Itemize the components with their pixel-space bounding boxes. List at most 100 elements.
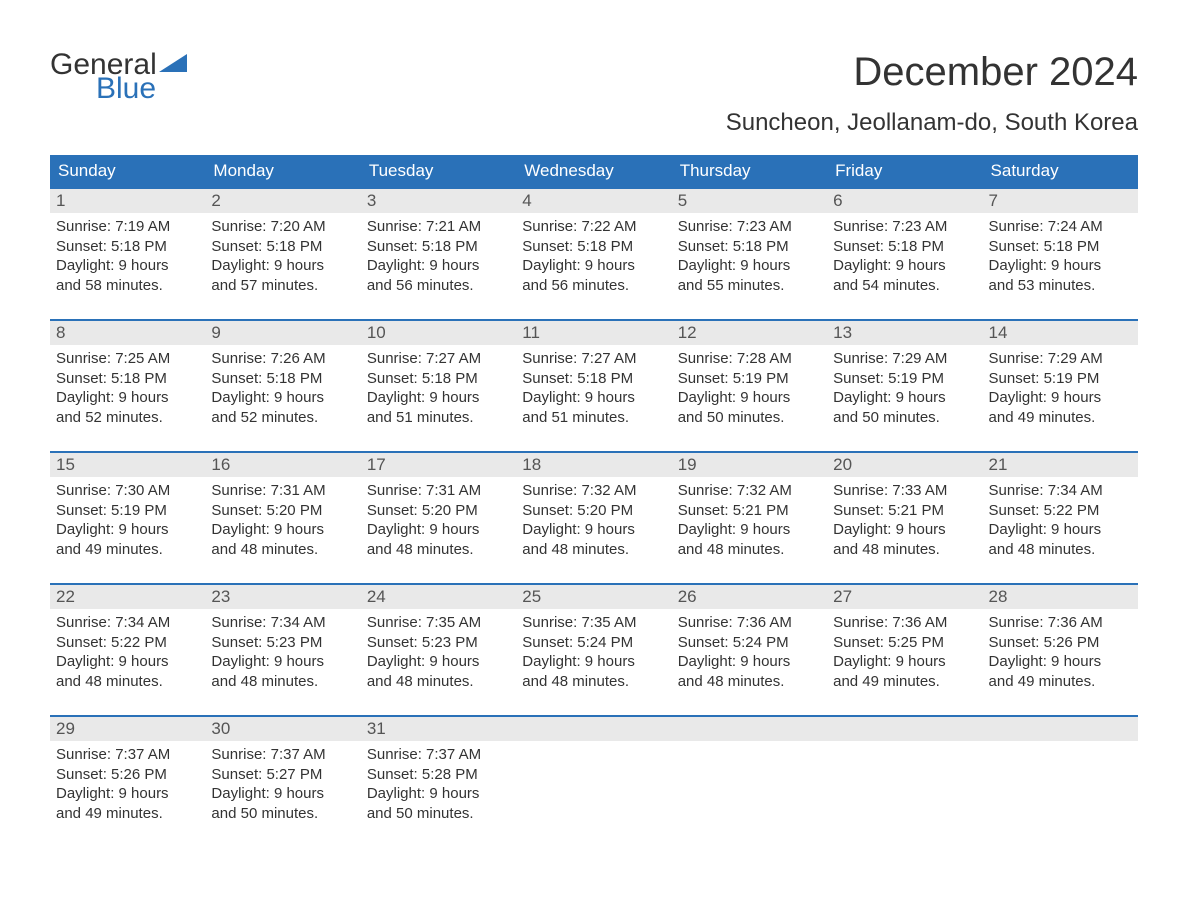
sunrise-text: Sunrise: 7:31 AM [211,481,354,501]
daylight-text-line1: Daylight: 9 hours [522,652,665,672]
daylight-text-line2: and 48 minutes. [522,672,665,692]
daylight-text-line1: Daylight: 9 hours [833,388,976,408]
day-number: 25 [516,585,671,609]
day-details: Sunrise: 7:25 AMSunset: 5:18 PMDaylight:… [50,345,205,427]
weekday-header: Wednesday [516,155,671,187]
calendar: Sunday Monday Tuesday Wednesday Thursday… [50,155,1138,835]
day-details: Sunrise: 7:31 AMSunset: 5:20 PMDaylight:… [205,477,360,559]
calendar-day: 2Sunrise: 7:20 AMSunset: 5:18 PMDaylight… [205,189,360,307]
day-details: Sunrise: 7:23 AMSunset: 5:18 PMDaylight:… [827,213,982,295]
day-number-empty [983,717,1138,741]
day-number: 2 [205,189,360,213]
sunrise-text: Sunrise: 7:35 AM [367,613,510,633]
daylight-text-line1: Daylight: 9 hours [56,256,199,276]
sunrise-text: Sunrise: 7:27 AM [522,349,665,369]
sunrise-text: Sunrise: 7:28 AM [678,349,821,369]
daylight-text-line1: Daylight: 9 hours [56,388,199,408]
day-details: Sunrise: 7:22 AMSunset: 5:18 PMDaylight:… [516,213,671,295]
day-number: 22 [50,585,205,609]
calendar-day: 19Sunrise: 7:32 AMSunset: 5:21 PMDayligh… [672,453,827,571]
day-details: Sunrise: 7:19 AMSunset: 5:18 PMDaylight:… [50,213,205,295]
sunset-text: Sunset: 5:18 PM [522,369,665,389]
daylight-text-line2: and 48 minutes. [211,540,354,560]
day-details: Sunrise: 7:37 AMSunset: 5:26 PMDaylight:… [50,741,205,823]
sunrise-text: Sunrise: 7:23 AM [833,217,976,237]
daylight-text-line2: and 49 minutes. [833,672,976,692]
day-details: Sunrise: 7:35 AMSunset: 5:24 PMDaylight:… [516,609,671,691]
sunrise-text: Sunrise: 7:20 AM [211,217,354,237]
calendar-day [516,717,671,835]
day-number: 16 [205,453,360,477]
day-details: Sunrise: 7:26 AMSunset: 5:18 PMDaylight:… [205,345,360,427]
calendar-day: 20Sunrise: 7:33 AMSunset: 5:21 PMDayligh… [827,453,982,571]
sunset-text: Sunset: 5:23 PM [367,633,510,653]
header-row: General Blue December 2024 Suncheon, Jeo… [50,50,1138,137]
sunset-text: Sunset: 5:26 PM [989,633,1132,653]
day-details: Sunrise: 7:20 AMSunset: 5:18 PMDaylight:… [205,213,360,295]
day-number: 26 [672,585,827,609]
day-number: 27 [827,585,982,609]
sunset-text: Sunset: 5:21 PM [833,501,976,521]
sunrise-text: Sunrise: 7:25 AM [56,349,199,369]
calendar-day: 1Sunrise: 7:19 AMSunset: 5:18 PMDaylight… [50,189,205,307]
weekday-header: Tuesday [361,155,516,187]
sunrise-text: Sunrise: 7:26 AM [211,349,354,369]
calendar-week: 8Sunrise: 7:25 AMSunset: 5:18 PMDaylight… [50,319,1138,439]
sunset-text: Sunset: 5:18 PM [56,237,199,257]
sunrise-text: Sunrise: 7:21 AM [367,217,510,237]
sunrise-text: Sunrise: 7:32 AM [522,481,665,501]
daylight-text-line1: Daylight: 9 hours [56,652,199,672]
sunrise-text: Sunrise: 7:23 AM [678,217,821,237]
daylight-text-line2: and 48 minutes. [211,672,354,692]
daylight-text-line1: Daylight: 9 hours [367,520,510,540]
sunrise-text: Sunrise: 7:37 AM [367,745,510,765]
daylight-text-line1: Daylight: 9 hours [989,520,1132,540]
sunset-text: Sunset: 5:20 PM [367,501,510,521]
day-details: Sunrise: 7:32 AMSunset: 5:21 PMDaylight:… [672,477,827,559]
day-number: 17 [361,453,516,477]
day-details: Sunrise: 7:36 AMSunset: 5:26 PMDaylight:… [983,609,1138,691]
weekday-header: Monday [205,155,360,187]
day-details: Sunrise: 7:21 AMSunset: 5:18 PMDaylight:… [361,213,516,295]
logo-triangle-icon [159,54,187,76]
day-details: Sunrise: 7:34 AMSunset: 5:23 PMDaylight:… [205,609,360,691]
calendar-day: 6Sunrise: 7:23 AMSunset: 5:18 PMDaylight… [827,189,982,307]
daylight-text-line2: and 52 minutes. [211,408,354,428]
logo: General Blue [50,50,187,104]
calendar-day: 9Sunrise: 7:26 AMSunset: 5:18 PMDaylight… [205,321,360,439]
daylight-text-line1: Daylight: 9 hours [678,652,821,672]
day-number: 24 [361,585,516,609]
calendar-week: 22Sunrise: 7:34 AMSunset: 5:22 PMDayligh… [50,583,1138,703]
calendar-day: 12Sunrise: 7:28 AMSunset: 5:19 PMDayligh… [672,321,827,439]
daylight-text-line2: and 49 minutes. [989,672,1132,692]
calendar-day: 8Sunrise: 7:25 AMSunset: 5:18 PMDaylight… [50,321,205,439]
calendar-day [827,717,982,835]
day-details: Sunrise: 7:31 AMSunset: 5:20 PMDaylight:… [361,477,516,559]
day-number: 10 [361,321,516,345]
day-details: Sunrise: 7:29 AMSunset: 5:19 PMDaylight:… [983,345,1138,427]
calendar-day: 14Sunrise: 7:29 AMSunset: 5:19 PMDayligh… [983,321,1138,439]
weekday-header: Sunday [50,155,205,187]
day-number: 28 [983,585,1138,609]
daylight-text-line2: and 49 minutes. [56,804,199,824]
calendar-day: 18Sunrise: 7:32 AMSunset: 5:20 PMDayligh… [516,453,671,571]
sunset-text: Sunset: 5:22 PM [989,501,1132,521]
sunset-text: Sunset: 5:18 PM [989,237,1132,257]
daylight-text-line1: Daylight: 9 hours [678,520,821,540]
sunset-text: Sunset: 5:24 PM [678,633,821,653]
daylight-text-line2: and 50 minutes. [211,804,354,824]
daylight-text-line2: and 56 minutes. [367,276,510,296]
sunrise-text: Sunrise: 7:34 AM [56,613,199,633]
sunset-text: Sunset: 5:26 PM [56,765,199,785]
daylight-text-line2: and 48 minutes. [678,672,821,692]
day-number-empty [672,717,827,741]
day-details: Sunrise: 7:30 AMSunset: 5:19 PMDaylight:… [50,477,205,559]
calendar-day: 3Sunrise: 7:21 AMSunset: 5:18 PMDaylight… [361,189,516,307]
calendar-day: 17Sunrise: 7:31 AMSunset: 5:20 PMDayligh… [361,453,516,571]
calendar-day: 21Sunrise: 7:34 AMSunset: 5:22 PMDayligh… [983,453,1138,571]
sunrise-text: Sunrise: 7:34 AM [211,613,354,633]
daylight-text-line2: and 48 minutes. [367,672,510,692]
sunrise-text: Sunrise: 7:35 AM [522,613,665,633]
day-details: Sunrise: 7:32 AMSunset: 5:20 PMDaylight:… [516,477,671,559]
sunset-text: Sunset: 5:28 PM [367,765,510,785]
